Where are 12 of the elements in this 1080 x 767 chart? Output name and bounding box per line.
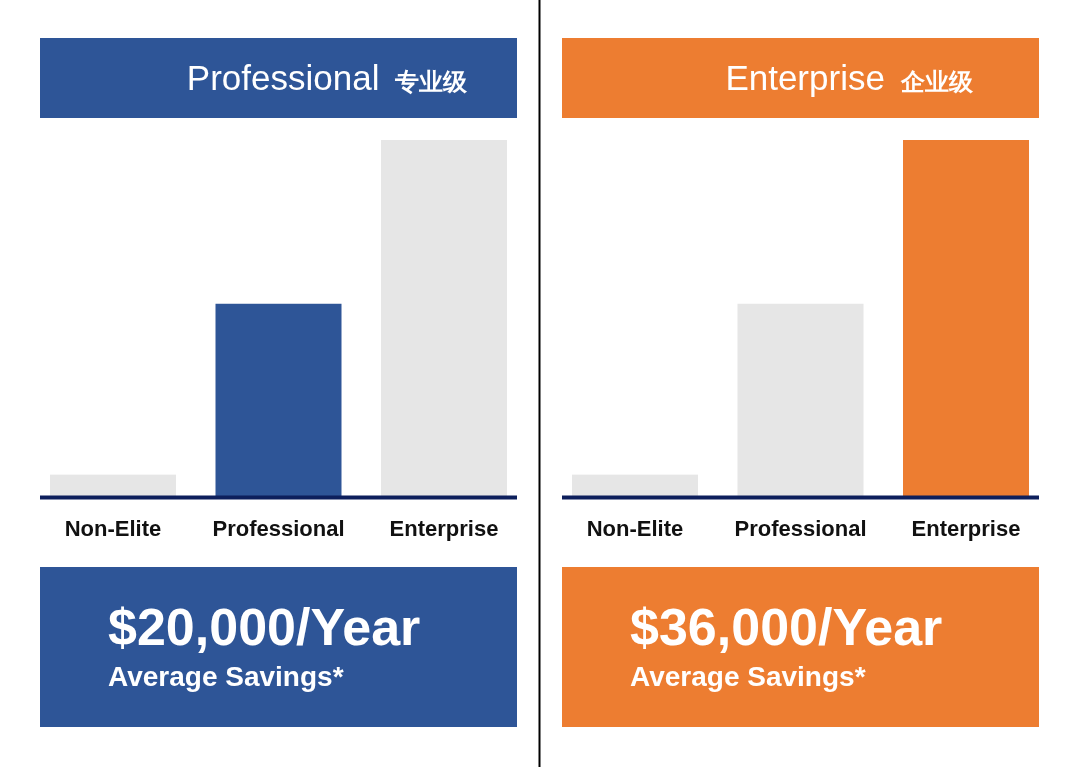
text: $20,000/Year xyxy=(108,598,421,656)
chart-title: Professional 专业级 xyxy=(186,58,469,97)
x-tick-label: Enterprise xyxy=(389,516,499,541)
text: Average Savings* xyxy=(630,661,866,692)
text: Average Savings* xyxy=(108,661,344,692)
x-tick-label: Enterprise xyxy=(911,516,1021,541)
x-tick-label: Non-Elite xyxy=(64,516,162,541)
x-tick-label: Professional xyxy=(734,516,867,541)
x-tick-label: Professional xyxy=(212,516,345,541)
x-tick-label: Non-Elite xyxy=(586,516,684,541)
chart-title: Enterprise 企业级 xyxy=(725,58,974,97)
text: $36,000/Year xyxy=(630,598,943,656)
